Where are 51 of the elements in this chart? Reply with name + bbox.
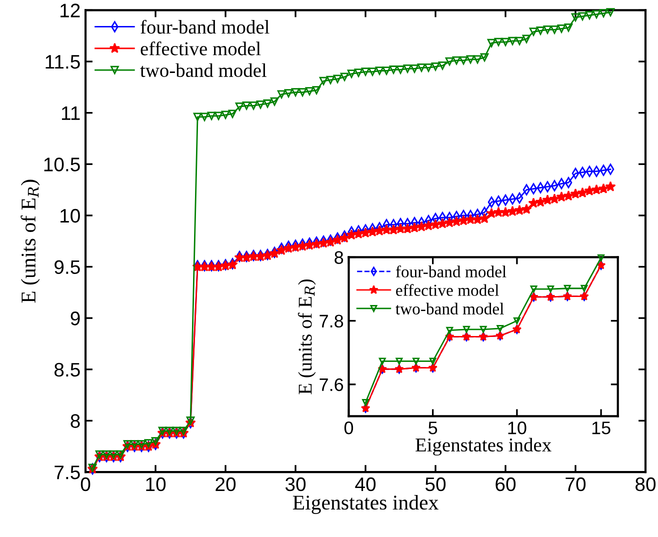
y-axis-title: E (units of E$_{R}$) [298,279,316,394]
x-tick-label: 10 [508,422,526,434]
y-tick-label: 9 [70,312,80,326]
x-tick-label: 15 [592,422,610,434]
point [396,358,403,365]
point [564,284,571,292]
y-tick-label: 10.5 [44,158,80,172]
x-tick-label: 0 [344,422,354,434]
y-tick-label: 7.6 [320,378,344,392]
point [598,254,605,262]
legend-label: four-band model [140,20,270,34]
point [496,324,504,332]
point [378,358,386,365]
x-tick-label: 0 [80,477,90,492]
point [446,326,454,334]
point [429,358,436,365]
y-tick-label: 9.5 [54,260,80,274]
x-tick-label: 5 [428,422,438,434]
legend-label: two-band model [140,63,266,78]
x-axis-title: Eigenstates index [292,495,438,514]
legend-label: two-band model [396,302,504,314]
y-tick-label: 8.5 [54,362,80,377]
x-axis-title: Eigenstates index [416,438,552,456]
x-tick-label: 50 [425,477,446,492]
y-tick-label: 10 [60,208,80,223]
y-axis-title: E (units of E$_{R}$) [20,180,40,303]
point [547,286,554,292]
point [412,358,420,365]
x-tick-label: 60 [496,477,516,492]
point [530,286,538,292]
x-tick-label: 30 [285,477,306,492]
point [480,326,487,333]
x-tick-label: 70 [566,477,586,492]
legend-label: effective model [396,284,499,296]
point [463,326,470,333]
x-tick-label: 10 [146,477,166,492]
y-tick-label: 7.5 [54,466,80,480]
point [580,284,588,292]
y-tick-label: 8 [70,414,80,428]
legend-label: effective model [140,41,261,56]
x-tick-label: 40 [355,477,376,492]
y-tick-label: 7.8 [320,314,344,328]
y-tick-label: 8 [334,251,344,264]
x-tick-label: 20 [216,477,236,492]
y-tick-label: 11 [62,106,80,120]
point [362,399,370,406]
y-tick-label: 11.5 [46,55,80,69]
legend-label: four-band model [396,265,506,278]
x-tick-label: 80 [636,477,656,492]
y-tick-label: 12 [60,4,80,18]
point [513,317,520,324]
